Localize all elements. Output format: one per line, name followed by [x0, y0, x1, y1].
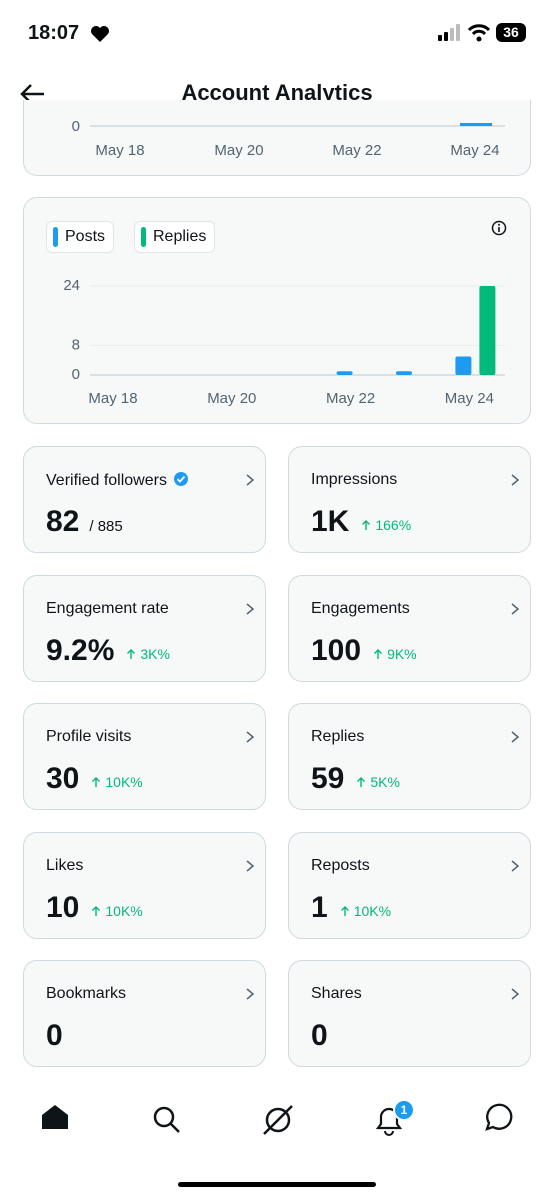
legend-swatch	[141, 227, 146, 247]
metric-label: Verified followers	[46, 471, 189, 490]
metric-value: 59	[311, 762, 345, 795]
home-indicator	[178, 1182, 376, 1187]
metric-card[interactable]: Engagements 100 9K%	[288, 574, 531, 682]
metric-value: 10	[46, 890, 80, 924]
metric-total: / 885	[89, 518, 123, 535]
metric-value: 30	[46, 762, 80, 795]
metric-value: 100	[311, 633, 362, 667]
heart-icon	[91, 26, 109, 42]
metric-value: 0	[311, 1019, 328, 1052]
metric-change-text: 3K%	[140, 645, 170, 662]
signal-icon	[438, 24, 460, 41]
metric-card[interactable]: Shares 0	[288, 960, 531, 1067]
metric-label: Profile visits	[46, 728, 132, 745]
up-arrow	[92, 905, 101, 916]
metric-card[interactable]: Replies 59 5K%	[288, 703, 531, 810]
up-arrow	[362, 520, 371, 530]
metric-change-text: 9K%	[387, 645, 417, 662]
metric-card[interactable]: Bookmarks 0	[23, 960, 266, 1067]
home-tab[interactable]	[42, 1105, 68, 1129]
metric-change: 10K%	[340, 903, 391, 919]
legend-label: Replies	[153, 228, 207, 245]
metric-change: 166%	[361, 517, 411, 533]
metric-label: Impressions	[311, 471, 398, 488]
notification-badge: 1	[400, 1103, 408, 1117]
metric-value-row: 10 10K%	[46, 891, 143, 925]
chevron	[246, 859, 255, 872]
legend-label: Posts	[65, 228, 106, 245]
status-time: 18:07	[28, 22, 80, 44]
up-arrow	[357, 777, 366, 787]
metric-change-text: 166%	[375, 517, 412, 533]
metric-label: Shares	[311, 985, 362, 1002]
chevron	[511, 602, 520, 615]
info-icon[interactable]	[491, 220, 507, 236]
metric-change: 3K%	[126, 646, 170, 662]
bottom-nav	[42, 1099, 513, 1136]
metric-card[interactable]: Verified followers 82 / 885	[23, 446, 266, 553]
metric-value: 1K	[311, 505, 350, 538]
metric-change: 5K%	[356, 774, 400, 790]
chevron	[246, 988, 255, 1000]
metric-value-row: 0	[46, 1019, 63, 1053]
metric-change: 10K%	[91, 774, 143, 790]
metric-label: Bookmarks	[46, 985, 127, 1002]
wifi-icon	[467, 24, 491, 42]
verified-badge	[173, 472, 188, 486]
metric-card[interactable]: Profile visits 30 10K%	[23, 703, 266, 810]
previous-chart-card	[23, 100, 531, 176]
metric-change: 10K%	[91, 902, 143, 919]
metric-change-text: 10K%	[105, 902, 143, 919]
metric-card[interactable]: Likes 10 10K%	[23, 831, 266, 939]
up-arrow	[92, 777, 101, 787]
legend-swatch	[53, 227, 58, 247]
metric-card[interactable]: Reposts 1 10K%	[288, 831, 531, 939]
legend-item[interactable]: Replies	[134, 221, 216, 253]
metric-value-row: 1K 166%	[311, 505, 411, 539]
metric-label: Likes	[46, 856, 84, 874]
metric-label: Replies	[311, 728, 365, 745]
metric-value: 0	[46, 1019, 63, 1052]
metric-label: Reposts	[311, 856, 370, 874]
metric-value-row: 30 10K%	[46, 762, 143, 796]
metric-label: Engagements	[311, 599, 410, 617]
up-arrow	[340, 905, 349, 916]
metric-value: 1	[311, 890, 328, 924]
metric-change: 9K%	[373, 646, 417, 662]
metric-change-text: 10K%	[353, 902, 392, 919]
chevron	[511, 859, 520, 872]
chevron	[511, 474, 520, 486]
metric-value: 82	[46, 505, 80, 538]
battery: 36	[496, 23, 526, 42]
metric-value-row: 1 10K%	[311, 891, 391, 925]
metric-card[interactable]: Impressions 1K 166%	[288, 446, 531, 553]
metric-value-row: 9.2% 3K%	[46, 634, 170, 668]
chevron	[246, 602, 255, 615]
metric-value-row: 100 9K%	[311, 634, 417, 668]
chevron	[246, 474, 255, 486]
chevron	[246, 731, 255, 743]
metric-value-row: 0	[311, 1019, 328, 1053]
metric-change-text: 10K%	[105, 774, 143, 790]
metric-value-row: 82 / 885	[46, 505, 123, 539]
metric-change-text: 5K%	[370, 774, 400, 790]
messages-tab[interactable]	[485, 1103, 513, 1131]
up-arrow	[374, 648, 383, 659]
metric-label: Engagement rate	[46, 599, 169, 617]
metric-value: 9.2%	[46, 633, 115, 667]
chevron	[511, 988, 520, 1000]
metric-value-row: 59 5K%	[311, 762, 400, 796]
legend-item[interactable]: Posts	[46, 221, 115, 253]
notifications-tab[interactable]	[375, 1099, 415, 1136]
chevron	[511, 731, 520, 743]
up-arrow	[127, 648, 136, 659]
metric-card[interactable]: Engagement rate 9.2% 3K%	[23, 574, 266, 682]
search-tab[interactable]	[153, 1106, 180, 1133]
grok-tab[interactable]	[263, 1105, 293, 1135]
